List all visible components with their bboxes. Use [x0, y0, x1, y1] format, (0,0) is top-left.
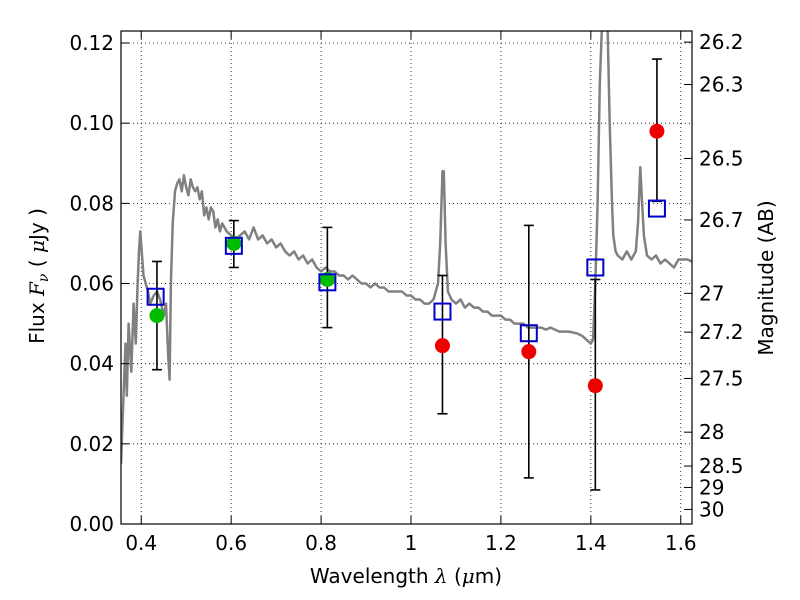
y2-tick-label-2: 26.5: [699, 146, 744, 170]
observed-point-4: [521, 344, 537, 360]
y2-tick-label-9: 29: [699, 475, 724, 499]
x-tick-label-2: 0.8: [305, 531, 337, 555]
y2-tick-label-3: 26.7: [699, 208, 744, 232]
model-square-2: [318, 273, 337, 292]
x-tick-label-1: 0.6: [215, 531, 247, 555]
x-axis-label: Wavelength λ (μm): [310, 564, 502, 588]
y-tick-label-5: 0.10: [69, 111, 114, 135]
model-photometry-squares: [146, 199, 666, 343]
observed-point-6: [649, 123, 665, 139]
y2-tick-label-1: 26.3: [699, 73, 744, 97]
y2-tick-label-4: 27: [699, 281, 724, 305]
y2-tick-label-6: 27.5: [699, 366, 744, 390]
x-tick-label-3: 1: [405, 531, 418, 555]
observed-point-3: [434, 338, 450, 354]
y-tick-label-3: 0.06: [69, 272, 114, 296]
model-square-3: [433, 302, 452, 321]
y2-tick-label-10: 30: [699, 497, 724, 521]
error-bars: [151, 58, 662, 491]
y2-tick-label-5: 27.2: [699, 320, 744, 344]
y-tick-label-1: 0.02: [69, 432, 114, 456]
x-tick-label-6: 1.6: [665, 531, 697, 555]
model-square-1: [224, 236, 243, 255]
y2-axis-label: Magnitude (AB): [754, 200, 778, 355]
y-tick-label-6: 0.12: [69, 31, 114, 55]
model-square-6: [647, 199, 666, 218]
x-axis-ticks: 0.4 0.6 0.8 1 1.2 1.4 1.6: [125, 31, 697, 555]
plot-area: [121, 31, 692, 464]
y-axis-label: Flux Fν ( μJy ): [25, 208, 52, 344]
observed-point-1: [226, 235, 242, 251]
x-tick-label-4: 1.2: [485, 531, 517, 555]
model-spectrum-line: [121, 31, 692, 464]
x-tick-label-5: 1.4: [575, 531, 607, 555]
y-tick-label-4: 0.08: [69, 191, 114, 215]
plot-frame: [120, 30, 693, 525]
y-tick-label-2: 0.04: [69, 352, 114, 376]
model-square-5: [586, 258, 605, 277]
observed-points: [149, 123, 665, 394]
observed-point-0: [149, 308, 165, 324]
x-tick-label-0: 0.4: [125, 531, 157, 555]
observed-point-2: [319, 272, 335, 288]
y-tick-label-0: 0.00: [69, 512, 114, 536]
model-square-0: [146, 287, 165, 306]
model-square-4: [519, 324, 538, 343]
grid: [121, 31, 692, 525]
y-axis-ticks: 0.00 0.02 0.04 0.06 0.08 0.10 0.12: [69, 31, 129, 536]
y2-tick-label-7: 28: [699, 420, 724, 444]
y2-tick-label-0: 26.2: [699, 30, 744, 54]
y2-tick-label-8: 28.5: [699, 454, 744, 478]
observed-point-5: [587, 378, 603, 394]
